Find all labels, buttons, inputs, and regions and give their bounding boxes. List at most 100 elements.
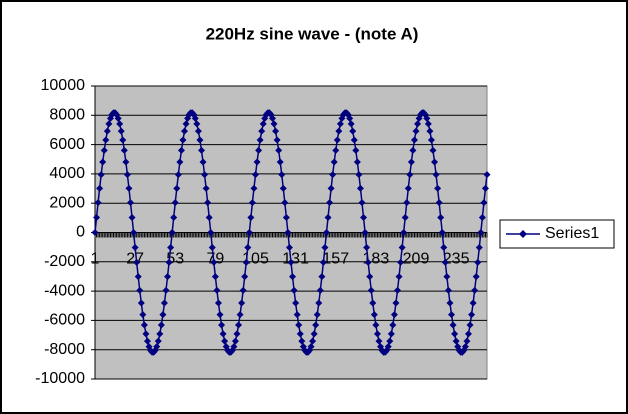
data-point [214,299,222,307]
data-point [333,136,341,144]
data-point [424,120,432,128]
data-point [142,330,150,338]
data-point [449,321,457,329]
data-point [154,337,162,345]
data-point [230,343,238,351]
data-point [156,330,164,338]
data-point [316,286,324,294]
y-tick-label: -2000 [44,253,85,270]
data-point [478,213,486,221]
data-point [204,199,212,207]
data-point [177,146,185,154]
data-point [235,321,243,329]
data-point [256,136,264,144]
x-tick-label: 27 [126,251,144,268]
y-tick-label: 2000 [49,194,85,211]
data-point [414,120,422,128]
data-point [153,343,161,351]
data-point [207,229,215,236]
data-point [239,286,247,294]
data-point [398,244,406,252]
data-point [238,299,246,307]
data-point [315,299,323,307]
data-point [193,120,201,128]
data-point [164,273,172,281]
data-point [353,158,361,166]
data-point [312,321,320,329]
data-point [196,136,204,144]
legend-label: Series1 [545,225,599,242]
data-point [295,321,303,329]
data-point [202,184,210,192]
data-point [463,337,471,345]
data-point [247,213,255,221]
data-point [191,114,199,122]
data-point [197,146,205,154]
data-point [332,146,340,154]
data-point [407,158,415,166]
data-point [384,343,392,351]
data-point [258,127,266,135]
data-point [285,244,293,252]
data-point [253,158,261,166]
data-point [255,146,263,154]
data-point [475,244,483,252]
data-point [244,244,252,252]
data-point [278,171,286,179]
data-point [275,146,283,154]
data-point [335,127,343,135]
y-tick-label: -6000 [44,312,85,329]
data-point [290,286,298,294]
data-point [451,330,459,338]
chart-title: 220Hz sine wave - (note A) [206,24,419,43]
data-point [159,311,167,319]
data-point [293,311,301,319]
data-point [140,321,148,329]
data-point [174,171,182,179]
data-point [356,184,364,192]
data-point [373,330,381,338]
data-point [168,229,176,236]
data-point [386,337,394,345]
data-point [126,199,134,207]
data-point [352,146,360,154]
data-point [329,171,337,179]
x-tick-label: 235 [443,251,470,268]
data-point [370,311,378,319]
data-point [102,136,110,144]
data-point [448,311,456,319]
data-point [404,184,412,192]
data-point [122,158,130,166]
data-point [393,286,401,294]
data-point [143,337,151,345]
data-point [471,286,479,294]
data-point [137,299,145,307]
data-point [292,299,300,307]
data-point [423,114,431,122]
data-point [464,330,472,338]
data-point [313,311,321,319]
data-point [248,199,256,207]
data-point [173,184,181,192]
legend-box [499,219,615,249]
data-point [438,229,446,236]
data-point [194,127,202,135]
data-point [221,337,229,345]
data-point [245,229,253,236]
data-point [319,258,327,266]
y-tick-label: -10000 [35,370,85,387]
data-point [201,171,209,179]
data-point [346,114,354,122]
data-point [309,337,317,345]
data-point [406,171,414,179]
data-point [219,330,227,338]
data-point [390,311,398,319]
data-point [282,213,290,221]
data-point [361,229,369,236]
data-point [401,213,409,221]
y-tick-label: 10000 [41,77,86,94]
data-point [259,120,267,128]
data-point [426,127,434,135]
data-point [208,244,216,252]
